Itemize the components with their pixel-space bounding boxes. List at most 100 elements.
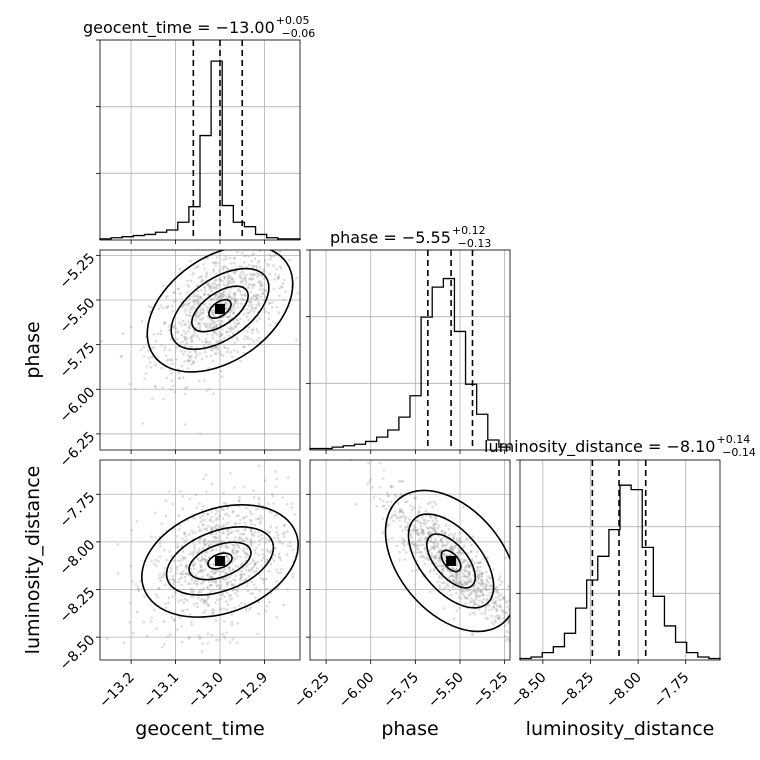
sample-point	[172, 300, 176, 304]
sample-point	[230, 308, 234, 312]
sample-point	[427, 519, 430, 523]
sample-point	[187, 359, 191, 363]
sample-point	[440, 567, 444, 571]
sample-point	[147, 305, 151, 308]
sample-point	[213, 282, 217, 285]
sample-point	[416, 547, 420, 551]
sample-point	[163, 348, 166, 352]
sample-point	[152, 345, 156, 349]
sample-point	[204, 558, 207, 561]
sample-point	[419, 550, 423, 554]
sample-point	[221, 577, 225, 581]
sample-point	[194, 316, 198, 319]
sample-point	[191, 553, 195, 556]
sample-point	[179, 572, 182, 576]
sample-point	[153, 385, 157, 388]
sample-point	[483, 587, 486, 591]
sample-point	[199, 563, 202, 567]
sample-point	[452, 578, 455, 582]
sample-point	[418, 510, 421, 513]
sample-point	[174, 299, 177, 302]
sample-point	[463, 574, 467, 578]
sample-point	[460, 569, 463, 572]
sample-point	[197, 550, 201, 553]
sample-point	[193, 302, 196, 306]
sample-point	[424, 536, 428, 539]
sample-point	[212, 321, 216, 325]
sample-point	[224, 556, 228, 559]
sample-point	[485, 597, 489, 601]
sample-point	[475, 602, 478, 606]
sample-point	[477, 577, 481, 581]
sample-point	[225, 554, 228, 557]
sample-point	[441, 544, 444, 548]
sample-point	[200, 508, 204, 512]
sample-point	[188, 285, 191, 288]
sample-point	[200, 568, 204, 571]
sample-point	[226, 555, 229, 558]
sample-point	[138, 580, 142, 583]
sample-point	[211, 569, 214, 573]
sample-point	[213, 540, 217, 543]
hist-panel-phase	[306, 249, 511, 450]
sample-point	[170, 372, 173, 375]
sample-point	[399, 493, 402, 496]
sample-point	[492, 568, 496, 571]
sample-point	[270, 306, 274, 309]
sample-point	[180, 583, 183, 587]
sample-point	[218, 278, 222, 282]
sample-point	[459, 587, 463, 591]
sample-point	[175, 330, 178, 334]
sample-point	[196, 298, 200, 302]
sample-point	[455, 573, 459, 576]
sample-point	[465, 575, 468, 579]
sample-point	[239, 275, 242, 279]
sample-point	[191, 304, 195, 308]
sample-point	[231, 550, 234, 554]
sample-point	[258, 503, 262, 507]
sample-point	[210, 326, 213, 330]
sample-point	[441, 564, 445, 568]
sample-point	[243, 298, 246, 302]
sample-point	[234, 299, 237, 302]
sample-point	[193, 547, 197, 551]
sample-point	[211, 611, 215, 615]
sample-point	[535, 619, 538, 622]
sample-point	[454, 577, 457, 580]
sample-point	[174, 590, 177, 593]
sample-point	[204, 340, 208, 343]
sample-point	[468, 613, 472, 616]
sample-point	[233, 272, 236, 275]
sample-point	[456, 539, 459, 542]
sample-point	[248, 510, 252, 513]
sample-point	[228, 256, 232, 260]
sample-point	[250, 331, 254, 335]
sample-point	[202, 504, 205, 508]
sample-point	[158, 555, 162, 558]
sample-point	[220, 295, 224, 298]
sample-point	[260, 273, 264, 277]
sample-point	[245, 538, 249, 541]
sample-point	[190, 355, 193, 358]
sample-point	[460, 592, 464, 596]
sample-point	[212, 571, 216, 575]
sample-point	[452, 580, 456, 583]
sample-point	[129, 564, 133, 568]
sample-point	[249, 592, 253, 596]
sample-point	[257, 302, 261, 306]
sample-point	[234, 299, 238, 302]
sample-point	[152, 608, 156, 612]
sample-point	[424, 550, 428, 553]
sample-point	[470, 633, 474, 636]
sample-point	[260, 282, 263, 285]
sample-point	[221, 266, 225, 269]
sample-point	[469, 579, 472, 582]
sample-point	[223, 513, 227, 516]
sample-point	[219, 597, 223, 601]
sample-point	[421, 522, 425, 525]
sample-point	[401, 537, 404, 541]
sample-point	[241, 298, 245, 301]
sample-point	[241, 532, 244, 536]
sample-point	[288, 259, 291, 262]
sample-point	[178, 321, 181, 325]
